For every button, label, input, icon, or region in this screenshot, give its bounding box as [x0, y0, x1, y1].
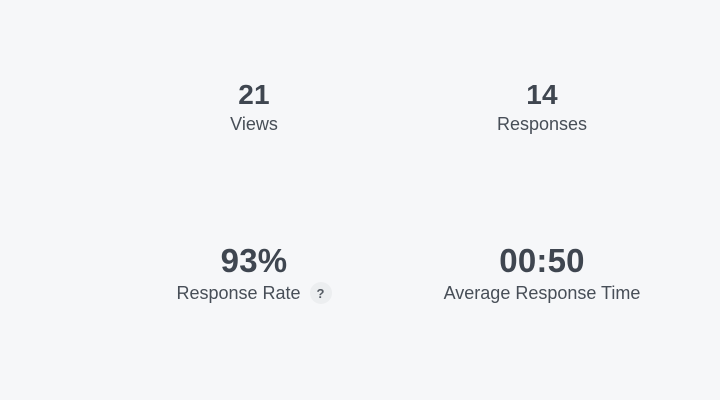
- responses-value: 14: [526, 79, 558, 110]
- stats-panel: 21 Views 14 Responses 93% Response Rate …: [110, 78, 686, 306]
- stat-average-response-time: 00:50 Average Response Time: [398, 242, 686, 306]
- views-value: 21: [238, 79, 270, 110]
- responses-label: Responses: [496, 114, 588, 134]
- average-response-time-value: 00:50: [499, 242, 585, 279]
- stat-responses: 14 Responses: [398, 78, 686, 136]
- response-rate-value: 93%: [220, 242, 288, 279]
- views-label: Views: [230, 114, 278, 134]
- stat-views: 21 Views: [110, 78, 398, 136]
- response-rate-label: Response Rate: [176, 283, 301, 303]
- stat-response-rate: 93% Response Rate ?: [110, 242, 398, 306]
- help-icon[interactable]: ?: [309, 282, 332, 304]
- average-response-time-label: Average Response Time: [443, 283, 641, 303]
